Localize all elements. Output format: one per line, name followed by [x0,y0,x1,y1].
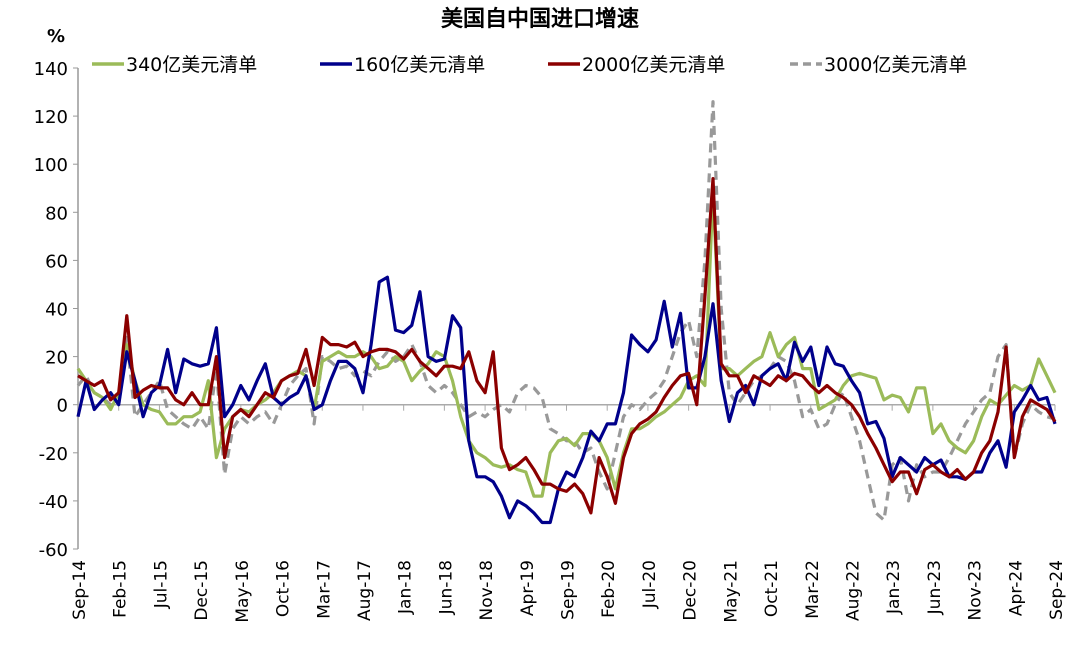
y-tick-label: 120 [34,107,68,128]
y-tick-label: -20 [39,444,68,465]
x-tick-label: Nov-23 [966,560,986,621]
legend-label: 3000亿美元清单 [824,54,967,76]
x-tick-label: Nov-18 [477,560,497,621]
legend-label: 160亿美元清单 [354,54,485,76]
x-tick-label: May-16 [233,560,253,623]
x-tick-label: Jun-23 [925,560,945,615]
y-tick-label: 0 [57,396,68,417]
x-tick-label: Jul-20 [640,560,660,609]
x-tick-label: Oct-21 [762,560,782,617]
x-tick-label: Dec-20 [681,560,701,621]
x-tick-label: May-21 [721,560,741,623]
y-tick-label: 40 [45,300,68,321]
series-line-2 [77,177,1057,515]
legend-item: 3000亿美元清单 [790,54,967,76]
y-tick-label: -40 [39,492,68,513]
x-tick-label: Feb-15 [111,560,131,618]
y-tick-label: 80 [45,203,68,224]
chart-title: 美国自中国进口增速 [441,6,639,32]
y-tick-label: 100 [34,155,68,176]
x-tick-label: Sep-14 [70,560,90,620]
x-tick-label: Aug-22 [843,560,863,621]
y-tick-label: -60 [39,540,68,561]
y-tick-label: 140 [34,59,68,80]
legend: 340亿美元清单 160亿美元清单 2000亿美元清单 3000亿美元清单 [92,54,967,76]
legend-item: 2000亿美元清单 [548,54,725,76]
legend-item: 340亿美元清单 [92,54,257,76]
x-tick-label: Mar-17 [314,560,334,619]
x-tick-label: Oct-16 [274,560,294,617]
x-tick-label: Feb-20 [599,560,619,618]
legend-label: 2000亿美元清单 [582,54,725,76]
y-axis-unit: % [47,26,65,47]
x-tick-label: Apr-24 [1006,560,1026,616]
x-tick-label: Jul-15 [151,560,171,609]
series-line-3 [76,100,1056,522]
series-line-1 [76,275,1057,525]
y-tick-label: 60 [45,251,68,272]
x-tick-label: Sep-24 [1047,560,1067,620]
x-tick-label: Sep-19 [559,560,579,620]
x-tick-label: Jan-23 [884,560,904,615]
axes: -60 -40 -20 0 20 40 60 80 100 120 140 Sep-14 Feb-15 J… [34,59,1067,623]
series-lines [76,100,1057,525]
legend-item: 160亿美元清单 [320,54,485,76]
y-tick-label: 20 [45,348,68,369]
x-tick-label: Jan-18 [396,560,416,615]
x-tick-label: Mar-22 [803,560,823,619]
x-tick-label: Jun-18 [436,560,456,615]
x-tick-label: Apr-19 [518,560,538,616]
x-tick-label: Aug-17 [355,560,375,621]
x-tick-label: Dec-15 [192,560,212,621]
legend-label: 340亿美元清单 [126,54,257,76]
